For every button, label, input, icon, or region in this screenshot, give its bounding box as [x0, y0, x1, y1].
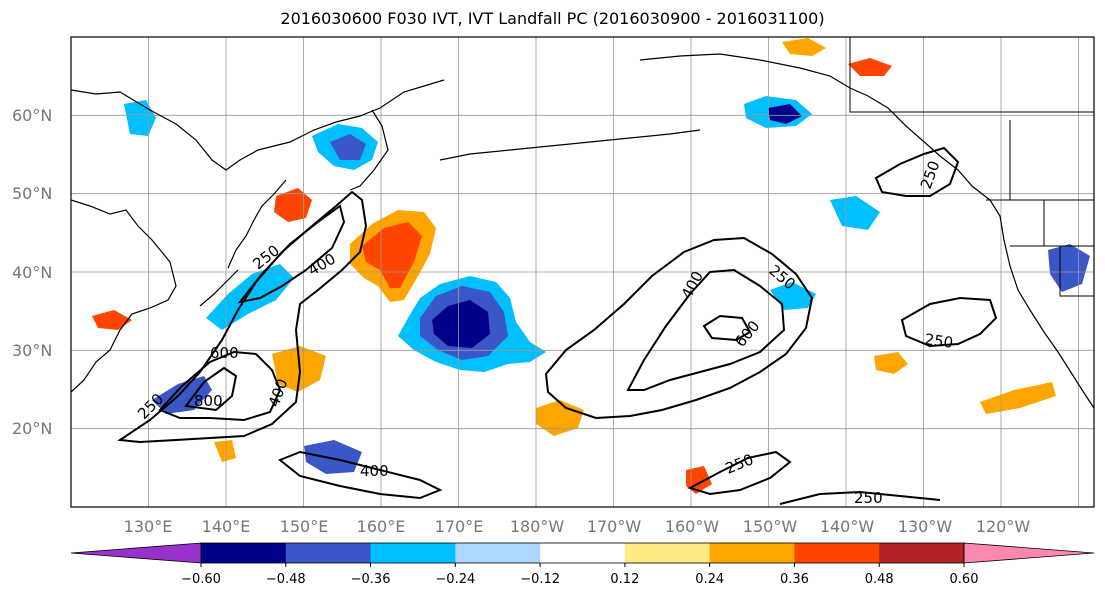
coast-kamchatka — [349, 109, 389, 191]
colorbar-frame — [200, 542, 965, 564]
colorbar-segment — [879, 543, 965, 563]
colorbar-segment — [370, 543, 456, 563]
colorbar-tick-label: −0.12 — [520, 572, 560, 587]
neg-patch-central-3 — [432, 300, 490, 348]
lon-label: 160°E — [357, 517, 406, 536]
lon-label: 170°E — [435, 517, 484, 536]
contour-800 — [184, 366, 238, 412]
colorbar-tick-label: 0.36 — [780, 572, 809, 587]
lon-label: 150°E — [280, 517, 329, 536]
neg-patch-alaska-2 — [768, 104, 802, 124]
contour-250-bottom — [779, 490, 941, 505]
contour-250-south — [687, 450, 792, 496]
colorbar-tick-label: −0.60 — [181, 572, 221, 587]
colorbar-extend-min — [70, 542, 202, 564]
ivt-contours — [117, 146, 998, 505]
pos-patch-south-west — [214, 440, 236, 462]
border-ak — [849, 37, 1094, 113]
lat-label: 20°N — [12, 419, 52, 438]
coast-alaska — [639, 53, 1094, 409]
pos-patch-kuroshio-2 — [362, 222, 422, 288]
colorbar-segment — [540, 543, 626, 563]
pos-patch-central-north — [782, 38, 826, 56]
latitude-labels: 60°N 50°N 40°N 30°N 20°N — [12, 106, 52, 438]
contour-250-east — [900, 296, 998, 348]
pos-patch-japan — [274, 188, 312, 222]
pos-patch-east-coast — [980, 382, 1056, 414]
pos-patch-west — [92, 310, 132, 330]
contour-label: 600 — [210, 344, 239, 362]
neg-patch-south — [304, 440, 362, 474]
lon-label: 130°E — [124, 517, 173, 536]
contour-central-400 — [626, 268, 786, 391]
contour-label: 400 — [360, 462, 389, 480]
contour-label: 250 — [923, 330, 954, 352]
coast-asia — [71, 79, 445, 393]
lat-label: 60°N — [12, 106, 52, 125]
lon-label: 180°W — [510, 517, 565, 536]
contour-400-bottom — [278, 450, 443, 500]
colorbar-segment — [201, 543, 287, 563]
neg-patch-se-pac — [830, 196, 880, 230]
border-states — [1009, 120, 1094, 297]
contour-250-coast — [874, 146, 960, 197]
longitude-labels: 130°E 140°E 150°E 160°E 170°E 180°W 170°… — [124, 517, 1031, 536]
lon-label: 120°W — [976, 517, 1031, 536]
colorbar-tick-label: 0.48 — [865, 572, 894, 587]
lon-label: 130°W — [898, 517, 953, 536]
borders — [849, 37, 1094, 297]
colorbar-extend-max — [963, 542, 1095, 564]
colorbar-segment — [285, 543, 372, 563]
colorbar-segment — [624, 543, 711, 563]
lat-label: 40°N — [12, 263, 52, 282]
lon-label: 140°E — [202, 517, 251, 536]
coastlines — [71, 53, 1094, 409]
lon-label: 170°W — [587, 517, 642, 536]
colorbar-segment — [794, 543, 880, 563]
lon-label: 160°W — [665, 517, 720, 536]
contour-central-600 — [702, 314, 752, 342]
colorbar-tick-label: 0.60 — [950, 572, 979, 587]
contour-600-south — [158, 350, 282, 422]
contour-label: 250 — [854, 489, 883, 507]
contour-400-west — [237, 204, 346, 304]
map-frame — [70, 36, 1095, 508]
contour-250-west — [117, 190, 368, 444]
graticule — [71, 37, 1094, 507]
pos-patch-east-mid — [874, 352, 908, 374]
figure-title: 2016030600 F030 IVT, IVT Landfall PC (20… — [280, 9, 825, 28]
contour-label: 800 — [194, 392, 223, 410]
colorbar-segment — [455, 543, 541, 563]
colorbar-tick-label: −0.24 — [435, 572, 475, 587]
lat-label: 30°N — [12, 341, 52, 360]
colorbar-tick-label: 0.12 — [610, 572, 639, 587]
coast-japan — [199, 179, 287, 307]
lat-label: 50°N — [12, 184, 52, 203]
neg-patch-japan — [206, 264, 294, 330]
lon-label: 150°W — [743, 517, 798, 536]
contour-central-outer — [544, 236, 814, 420]
neg-patch-kamchatka-2 — [330, 134, 366, 160]
colorbar-tick-label: −0.36 — [351, 572, 391, 587]
pos-patch-north-east — [848, 58, 892, 76]
colorbar-tick-label: 0.24 — [695, 572, 724, 587]
colorbar-tick-label: −0.48 — [266, 572, 306, 587]
pc-shading — [92, 38, 1090, 494]
colorbar: −0.60 −0.48 −0.36 −0.24 −0.12 0.12 0.24 0.36 0.4… — [70, 542, 1095, 587]
colorbar-segment — [709, 543, 795, 563]
lon-label: 140°W — [820, 517, 875, 536]
coast-aleutians — [439, 129, 701, 161]
neg-patch-coast-ca — [1048, 244, 1090, 292]
